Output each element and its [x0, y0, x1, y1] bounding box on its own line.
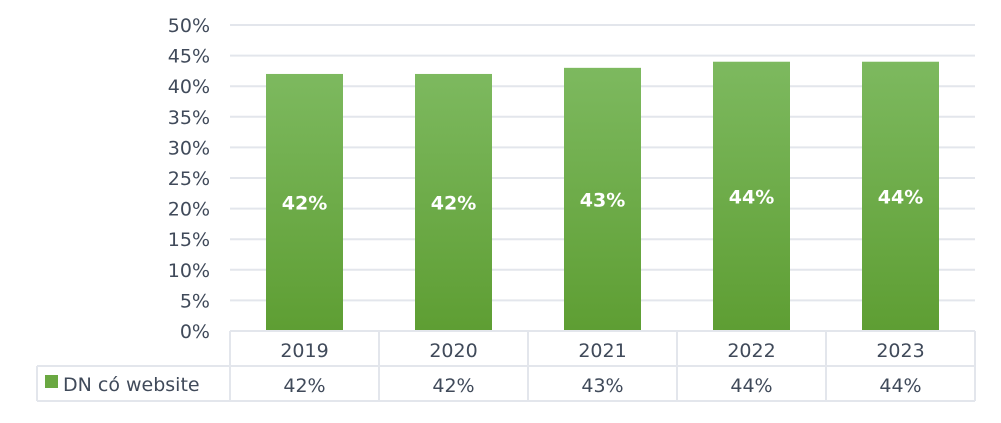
- table-value: 43%: [581, 375, 623, 397]
- data-label: 44%: [729, 186, 774, 208]
- y-tick-label: 5%: [180, 290, 210, 312]
- data-label: 44%: [878, 186, 923, 208]
- data-label: 42%: [282, 192, 327, 214]
- y-tick-label: 45%: [168, 46, 210, 68]
- bar-2022: [713, 61, 790, 331]
- y-tick-label: 20%: [168, 199, 210, 221]
- legend-swatch: [45, 375, 58, 388]
- bar-2021: [564, 67, 641, 331]
- table-value: 44%: [879, 375, 921, 397]
- table-value: 42%: [283, 375, 325, 397]
- y-tick-label: 30%: [168, 137, 210, 159]
- y-tick-label: 0%: [180, 321, 210, 343]
- table-value: 42%: [432, 375, 474, 397]
- bar-2019: [266, 73, 343, 332]
- y-tick-label: 10%: [168, 260, 210, 282]
- y-tick-label: 50%: [168, 15, 210, 37]
- y-tick-label: 15%: [168, 229, 210, 251]
- x-category-label: 2020: [429, 340, 477, 362]
- bar-2023: [862, 61, 939, 331]
- bar-2020: [415, 73, 492, 332]
- x-category-label: 2019: [280, 340, 328, 362]
- x-category-label: 2022: [727, 340, 775, 362]
- y-tick-label: 25%: [168, 168, 210, 190]
- data-label: 43%: [580, 189, 625, 211]
- x-category-label: 2021: [578, 340, 626, 362]
- x-category-label: 2023: [876, 340, 924, 362]
- table-value: 44%: [730, 375, 772, 397]
- y-tick-label: 40%: [168, 76, 210, 98]
- data-label: 42%: [431, 192, 476, 214]
- legend-label: DN có website: [63, 374, 200, 396]
- y-tick-label: 35%: [168, 107, 210, 129]
